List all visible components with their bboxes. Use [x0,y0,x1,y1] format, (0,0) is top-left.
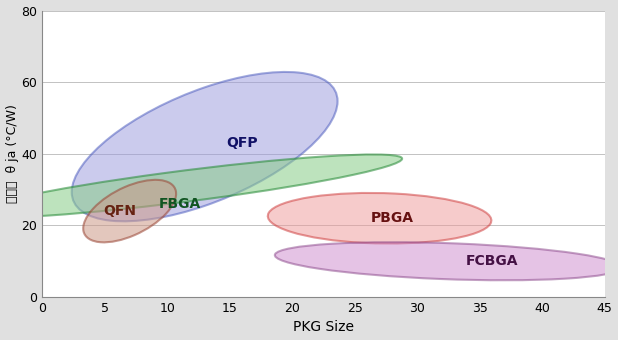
Ellipse shape [72,72,337,221]
Ellipse shape [275,242,618,280]
Text: PBGA: PBGA [371,211,413,225]
Text: QFP: QFP [226,136,258,150]
Text: QFN: QFN [103,204,136,218]
Text: FCBGA: FCBGA [466,254,519,268]
Ellipse shape [0,154,402,218]
Y-axis label: 熱抗抗  θ ja (°C/W): 熱抗抗 θ ja (°C/W) [6,104,19,203]
X-axis label: PKG Size: PKG Size [293,320,354,335]
Ellipse shape [83,180,176,242]
Ellipse shape [268,193,491,243]
Text: FBGA: FBGA [159,197,201,211]
